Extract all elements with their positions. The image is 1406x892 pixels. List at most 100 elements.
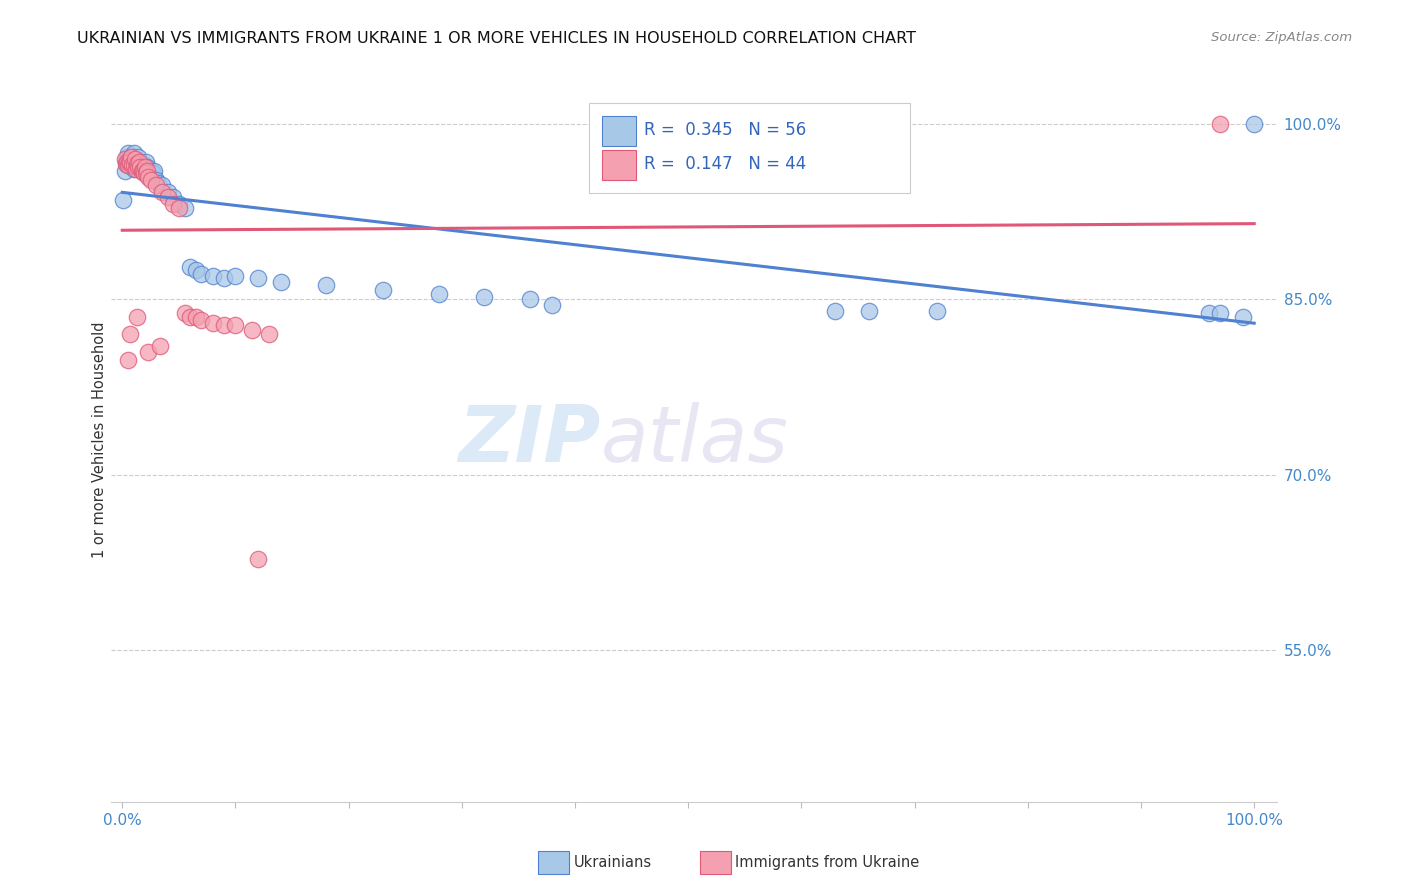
Text: atlas: atlas xyxy=(600,401,789,477)
Point xyxy=(162,196,184,211)
Point xyxy=(125,310,148,324)
Point xyxy=(242,323,264,337)
Point xyxy=(120,327,142,342)
Point xyxy=(132,161,155,176)
Point xyxy=(150,178,173,192)
Point xyxy=(179,260,201,274)
Point xyxy=(858,304,880,318)
Point xyxy=(131,164,153,178)
Point xyxy=(117,158,139,172)
Point xyxy=(120,154,142,169)
Point xyxy=(120,150,142,164)
Point xyxy=(127,150,149,164)
Point xyxy=(125,161,148,175)
Y-axis label: 1 or more Vehicles in Household: 1 or more Vehicles in Household xyxy=(93,321,107,558)
Point xyxy=(114,153,136,167)
Point xyxy=(118,154,141,169)
Text: UKRAINIAN VS IMMIGRANTS FROM UKRAINE 1 OR MORE VEHICLES IN HOUSEHOLD CORRELATION: UKRAINIAN VS IMMIGRANTS FROM UKRAINE 1 O… xyxy=(77,31,917,46)
Point xyxy=(162,189,184,203)
Point xyxy=(134,161,156,175)
Point xyxy=(270,275,292,289)
Point xyxy=(131,157,153,171)
Point xyxy=(315,278,337,293)
Point xyxy=(201,268,224,283)
Point xyxy=(114,164,136,178)
Point xyxy=(128,154,150,169)
Point xyxy=(131,164,153,178)
Point xyxy=(136,164,159,178)
Point xyxy=(247,551,270,566)
Text: Ukrainians: Ukrainians xyxy=(574,855,652,870)
Text: R =  0.147   N = 44: R = 0.147 N = 44 xyxy=(644,155,806,173)
FancyBboxPatch shape xyxy=(589,103,910,194)
Point xyxy=(190,313,212,327)
Point xyxy=(184,263,207,277)
Point xyxy=(125,161,148,176)
Point xyxy=(173,306,195,320)
Point xyxy=(136,345,159,359)
Point xyxy=(136,169,159,184)
Point xyxy=(247,271,270,285)
Point xyxy=(118,153,141,167)
Point xyxy=(114,154,136,169)
Point xyxy=(122,161,145,176)
Point xyxy=(1243,117,1265,131)
Text: ZIP: ZIP xyxy=(458,401,600,477)
Point xyxy=(541,298,564,312)
Point xyxy=(134,161,156,175)
Point xyxy=(136,164,159,178)
Point xyxy=(142,166,165,180)
Point xyxy=(201,316,224,330)
Point xyxy=(1232,310,1254,324)
Point xyxy=(124,153,146,167)
Point xyxy=(125,157,148,171)
Point xyxy=(115,154,138,169)
Point xyxy=(145,173,167,187)
Text: Source: ZipAtlas.com: Source: ZipAtlas.com xyxy=(1212,31,1353,45)
Point xyxy=(824,304,846,318)
Point xyxy=(224,318,246,333)
Point xyxy=(121,158,143,172)
Point xyxy=(167,202,190,216)
Point xyxy=(145,178,167,192)
Point xyxy=(259,327,281,342)
Point xyxy=(121,158,143,172)
Point xyxy=(212,271,235,285)
Point xyxy=(115,150,138,164)
FancyBboxPatch shape xyxy=(602,116,636,146)
Point xyxy=(184,310,207,324)
Point xyxy=(179,310,201,324)
Point xyxy=(1198,306,1220,320)
Point xyxy=(122,158,145,172)
Point xyxy=(117,158,139,172)
Point xyxy=(128,154,150,169)
Point xyxy=(371,283,394,297)
Point xyxy=(1209,306,1232,320)
Point xyxy=(519,293,541,307)
Point xyxy=(150,185,173,199)
Point xyxy=(142,164,165,178)
Point xyxy=(148,176,170,190)
Point xyxy=(1209,117,1232,131)
Point xyxy=(117,353,139,368)
Point xyxy=(132,166,155,180)
Point xyxy=(129,161,152,175)
Point xyxy=(474,290,496,304)
Point xyxy=(427,286,450,301)
Point xyxy=(173,202,195,216)
Text: Immigrants from Ukraine: Immigrants from Ukraine xyxy=(735,855,920,870)
Point xyxy=(129,161,152,175)
Point xyxy=(131,164,153,178)
Point xyxy=(156,185,179,199)
Point xyxy=(120,154,142,169)
Point xyxy=(124,153,146,167)
Point xyxy=(135,166,157,180)
Point xyxy=(135,154,157,169)
Point xyxy=(190,267,212,281)
Point xyxy=(136,161,159,175)
Point xyxy=(120,150,142,164)
FancyBboxPatch shape xyxy=(602,150,636,180)
Point xyxy=(139,173,162,187)
Point xyxy=(112,193,135,207)
Point xyxy=(127,161,149,175)
